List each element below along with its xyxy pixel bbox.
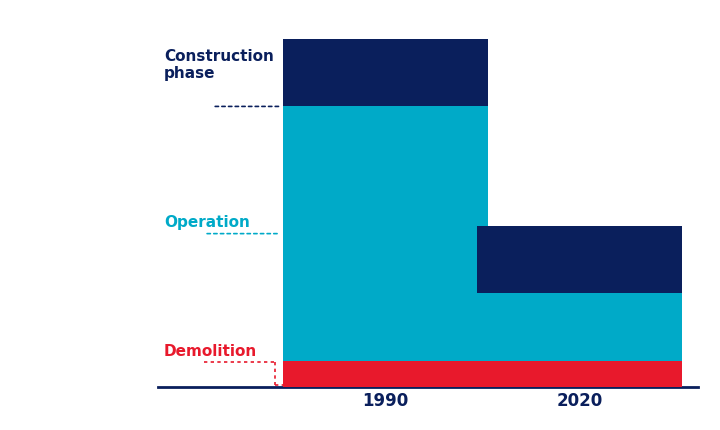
- Text: Operation: Operation: [164, 215, 250, 230]
- Text: Construction
phase: Construction phase: [164, 49, 274, 81]
- Text: Demolition: Demolition: [164, 344, 257, 359]
- Bar: [477, 361, 683, 387]
- Bar: [282, 361, 488, 387]
- Bar: [282, 107, 488, 361]
- Bar: [477, 294, 683, 361]
- Bar: [282, 39, 488, 107]
- Bar: [477, 226, 683, 294]
